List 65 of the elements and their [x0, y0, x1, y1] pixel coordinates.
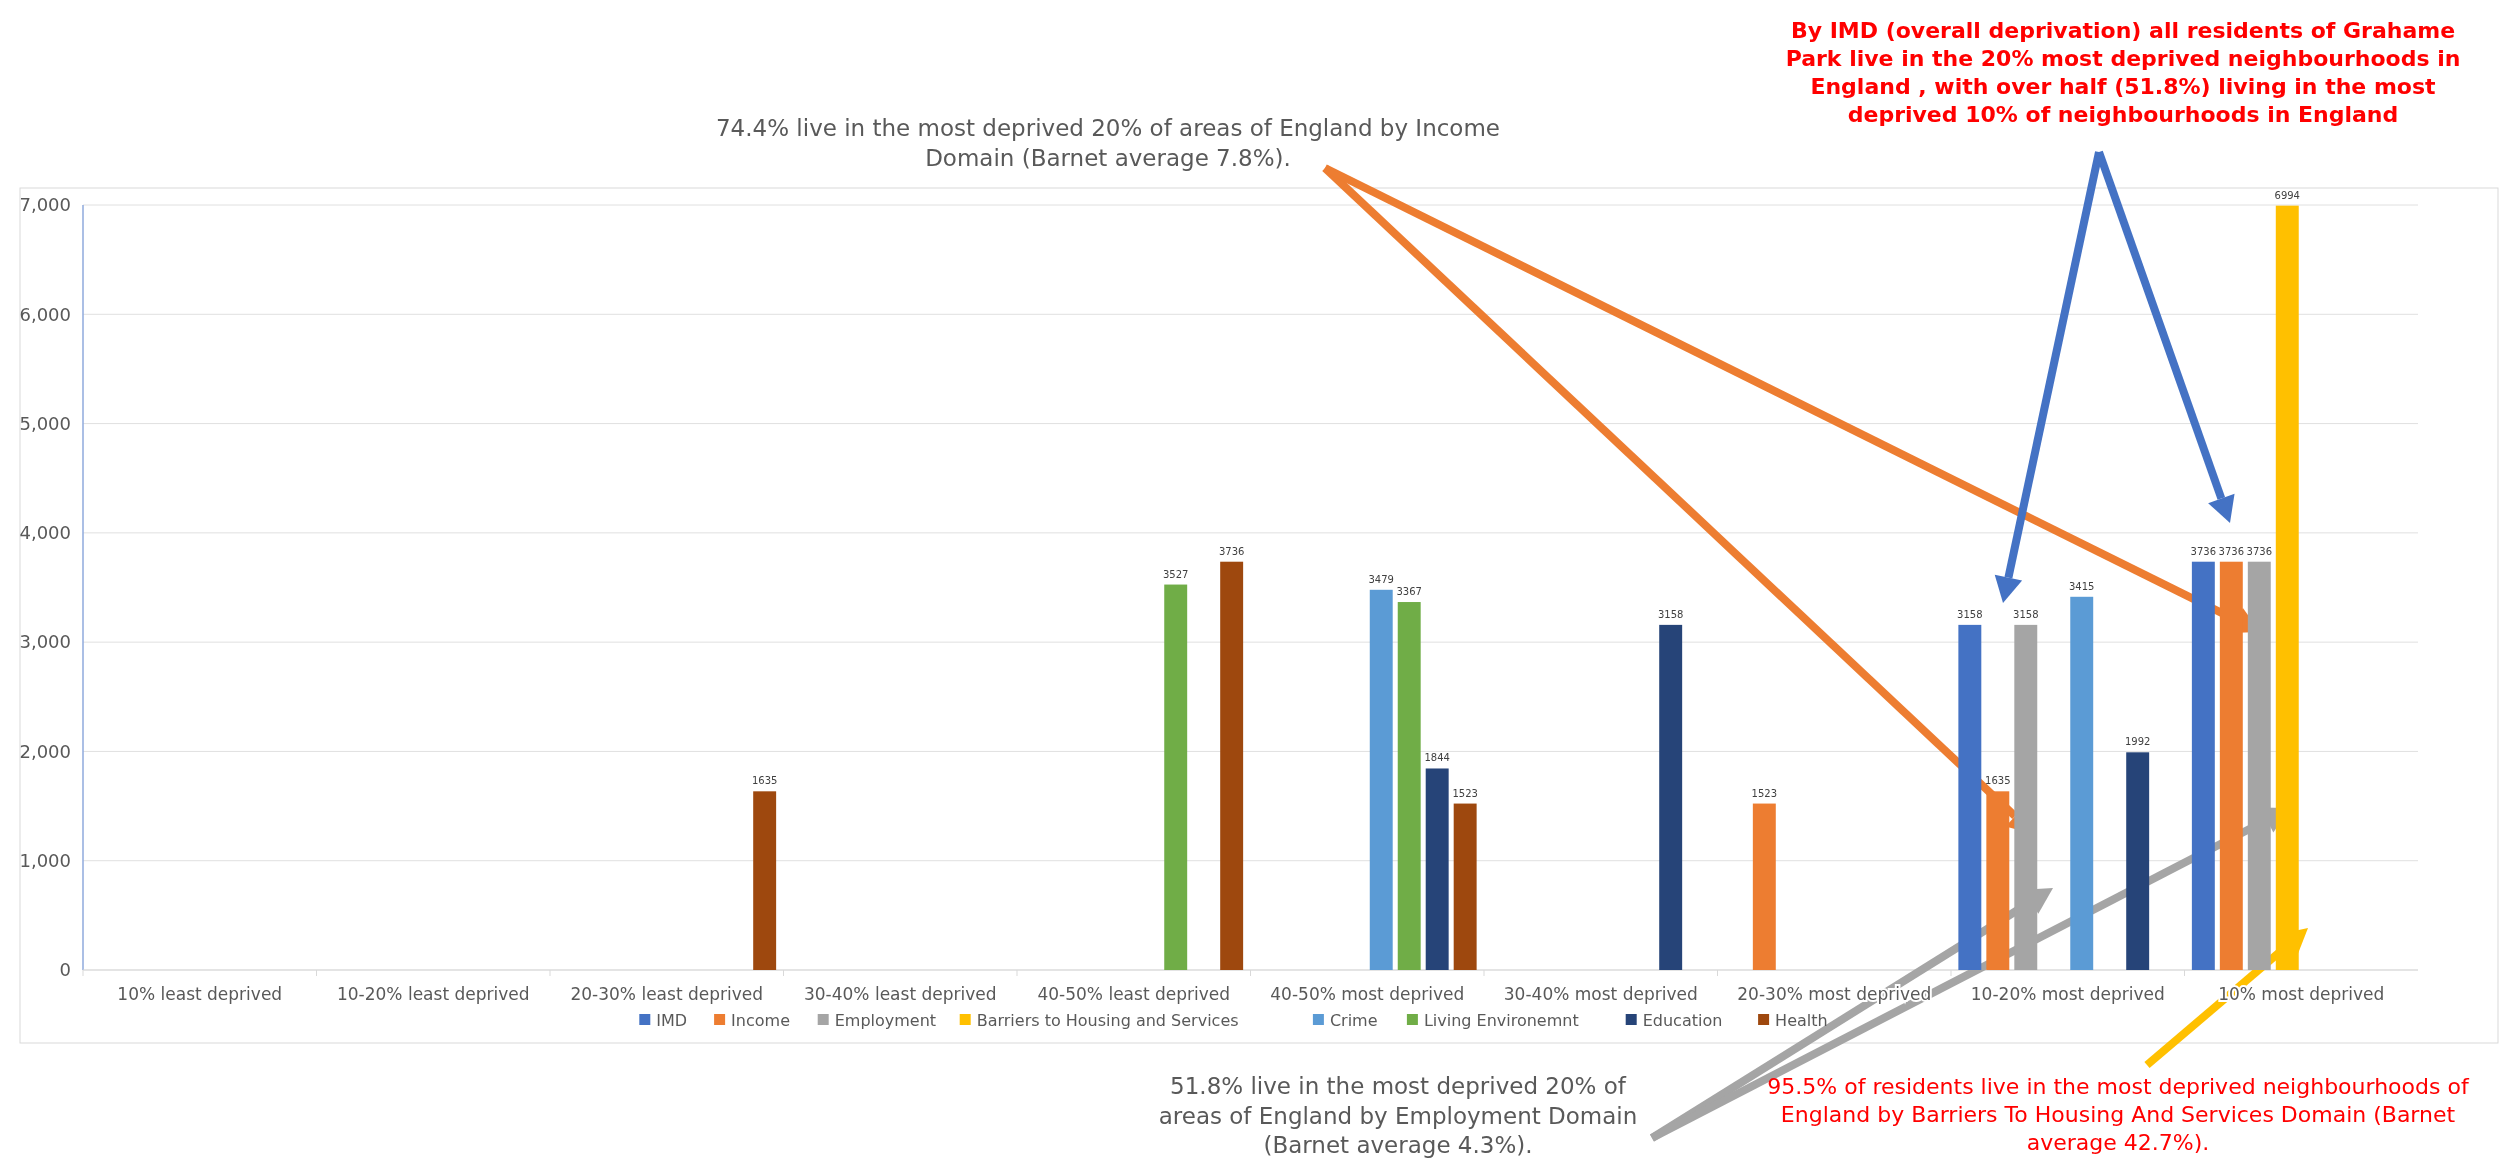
y-tick-label: 6,000 — [19, 303, 71, 325]
text: By IMD (overall deprivation) all residents of Grahame Park live in the 20% most deprived neighbourhoods in England , with over half (51.8%) living in the most deprived 10% of neighbourhoods in England — [1785, 17, 2461, 128]
data-label: 1523 — [1452, 787, 1478, 799]
data-label: 3736 — [2218, 545, 2245, 557]
bar — [1958, 624, 1982, 970]
legend-label: Barriers to Housing and Services — [976, 1010, 1239, 1030]
bar — [1752, 803, 1776, 970]
data-label: 3158 — [2013, 608, 2039, 620]
data-label: 3415 — [2069, 580, 2095, 592]
bar — [2126, 752, 2150, 970]
bar — [1164, 584, 1188, 970]
y-tick-label: 7,000 — [19, 194, 71, 216]
data-label: 1992 — [2124, 736, 2151, 748]
text: 95.5% of residents live in the most deprived neighbourhoods of England by Barriers To Housing And Services Domain (Barnet average 42.7%). — [1767, 1073, 2470, 1155]
legend-label: Education — [1642, 1010, 1723, 1030]
x-tick-label: 10% least deprived — [117, 984, 283, 1004]
text: 74.4% live in the most deprived 20% of areas of England by Income Domain (Barnet average 7.8%). — [715, 115, 1501, 171]
legend-label: Living Environemnt — [1423, 1010, 1579, 1030]
data-label: 1523 — [1751, 787, 1778, 799]
legend-label: Income — [731, 1010, 790, 1030]
y-tick-label: 3,000 — [19, 631, 71, 653]
y-tick-label: 4,000 — [19, 522, 71, 544]
y-tick-label: 5,000 — [19, 412, 71, 434]
bar — [1220, 561, 1244, 970]
bar — [1659, 624, 1683, 970]
legend-label: IMD — [656, 1010, 688, 1030]
x-tick-label: 10-20% most deprived — [1970, 984, 2165, 1004]
data-label: 1844 — [1424, 752, 1450, 764]
bar — [2191, 561, 2215, 970]
legend-label: Employment — [834, 1010, 937, 1030]
x-tick-label: 30-40% least deprived — [803, 984, 997, 1004]
bar — [2070, 596, 2094, 970]
x-tick-label: 30-40% most deprived — [1503, 984, 1698, 1004]
bar — [2014, 624, 2038, 970]
bar — [1397, 602, 1421, 970]
bar — [2219, 561, 2243, 970]
bar — [1369, 589, 1393, 970]
x-tick-label: 40-50% most deprived — [1270, 984, 1465, 1004]
text: 51.8% live in the most deprived 20% of areas of England by Employment Domain (Barnet average 4.3%). — [1158, 1073, 1638, 1159]
data-label: 3527 — [1162, 568, 1189, 580]
data-label: 3736 — [1218, 545, 1245, 557]
x-tick-label: 20-30% most deprived — [1737, 984, 1932, 1004]
data-label: 3479 — [1368, 573, 1394, 585]
data-label: 3367 — [1396, 586, 1422, 598]
data-label: 3158 — [1657, 608, 1684, 620]
legend-label: Health — [1775, 1010, 1828, 1030]
data-label: 3158 — [1957, 608, 1983, 620]
data-label: 1635 — [751, 775, 778, 787]
x-tick-label: 40-50% least deprived — [1037, 984, 1231, 1004]
data-label: 3736 — [2246, 545, 2273, 557]
data-label: 6994 — [2274, 189, 2300, 201]
y-tick-label: 2,000 — [19, 740, 71, 762]
x-tick-label: 10-20% least deprived — [336, 984, 530, 1004]
x-tick-label: 20-30% least deprived — [570, 984, 764, 1004]
legend-label: Crime — [1329, 1010, 1378, 1030]
data-label: 3736 — [2190, 545, 2217, 557]
data-label: 1635 — [1985, 775, 2011, 787]
bar — [1453, 803, 1477, 970]
y-tick-label: 0 — [59, 959, 71, 981]
bar — [1986, 791, 2010, 970]
bar — [753, 791, 777, 970]
bar — [2275, 205, 2299, 970]
y-tick-label: 1,000 — [19, 850, 71, 872]
bar — [1425, 768, 1449, 970]
bar — [2247, 561, 2271, 970]
